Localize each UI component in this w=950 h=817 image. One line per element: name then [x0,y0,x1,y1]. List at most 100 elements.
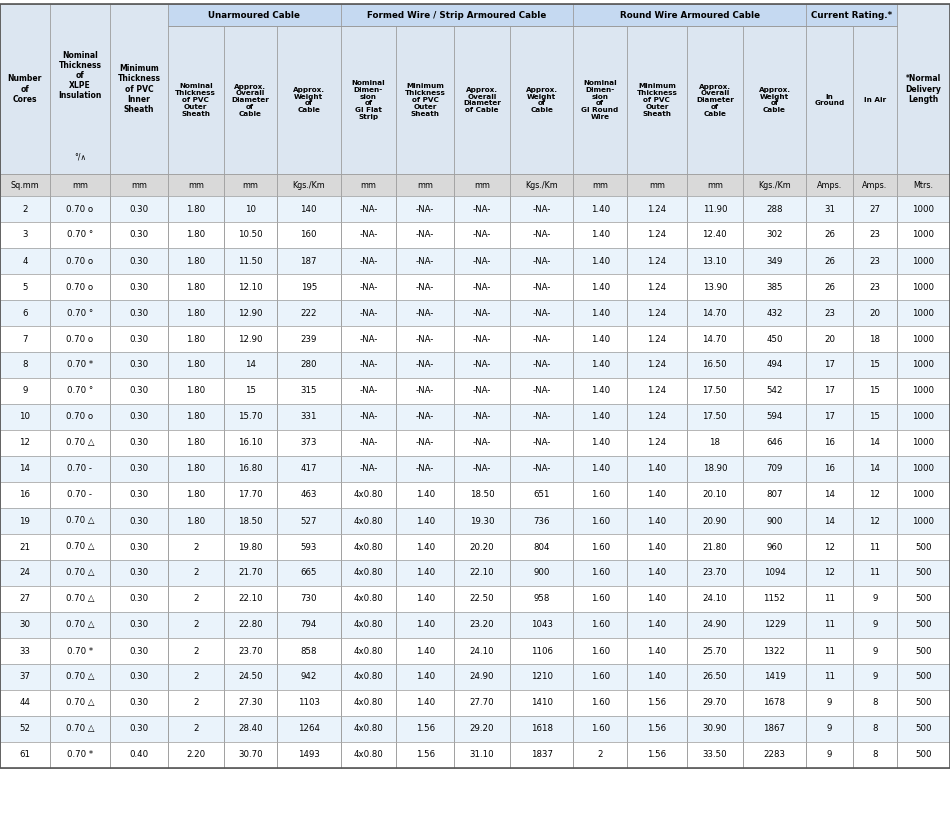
Bar [510,174,574,196]
Text: 1.80: 1.80 [186,360,205,369]
Text: 349: 349 [767,257,783,266]
Text: 1837: 1837 [531,751,553,760]
Bar [223,352,276,378]
Text: 0.30: 0.30 [129,360,148,369]
Bar [276,300,341,326]
Bar [49,690,110,716]
Text: 958: 958 [534,595,550,604]
Text: °/∧: °/∧ [74,153,86,162]
Bar [49,508,110,534]
Bar [168,378,223,404]
Bar [853,664,897,690]
Text: 500: 500 [915,569,932,578]
Bar [341,378,396,404]
Bar [574,274,627,300]
Bar [276,560,341,586]
Bar [853,326,897,352]
Text: 23.70: 23.70 [702,569,727,578]
Text: 14: 14 [824,490,835,499]
Bar [807,456,853,482]
Bar [110,430,168,456]
Bar [0,274,49,300]
Text: 0.70 △: 0.70 △ [66,516,94,525]
Text: 1.60: 1.60 [591,725,610,734]
Bar [110,508,168,534]
Text: 500: 500 [915,542,932,551]
Bar [168,612,223,638]
Bar [687,174,743,196]
Bar [510,586,574,612]
Text: 1.60: 1.60 [591,699,610,708]
Bar [49,300,110,326]
Text: 1.60: 1.60 [591,646,610,655]
Bar [276,378,341,404]
Bar [687,586,743,612]
Text: 0.40: 0.40 [129,751,148,760]
Bar [223,430,276,456]
Bar [897,352,950,378]
Bar [396,222,454,248]
Text: 1.24: 1.24 [647,204,667,213]
Bar [687,300,743,326]
Text: mm: mm [417,181,433,190]
Text: 17: 17 [824,360,835,369]
Text: 12: 12 [869,490,881,499]
Bar [0,612,950,638]
Bar [49,430,110,456]
Bar [897,326,950,352]
Text: 432: 432 [767,309,783,318]
Bar [807,638,853,664]
Bar [0,300,49,326]
Bar [627,690,687,716]
Text: 0.30: 0.30 [129,204,148,213]
Text: Current Rating.*: Current Rating.* [811,11,892,20]
Bar [897,274,950,300]
Bar [223,742,276,768]
Bar [853,174,897,196]
Text: 280: 280 [300,360,317,369]
Text: 8: 8 [22,360,28,369]
Text: Minimum
Thickness
of PVC
Outer
Sheath: Minimum Thickness of PVC Outer Sheath [405,83,446,117]
Text: 331: 331 [300,413,317,422]
Bar [743,222,807,248]
Bar [627,560,687,586]
Text: 500: 500 [915,595,932,604]
Text: 4x0.80: 4x0.80 [353,620,383,630]
Bar [510,716,574,742]
Text: 15: 15 [869,360,881,369]
Text: 500: 500 [915,646,932,655]
Text: Minimum
Thickness
of PVC
Inner
Sheath: Minimum Thickness of PVC Inner Sheath [118,65,161,114]
Text: mm: mm [474,181,490,190]
Bar [49,352,110,378]
Bar [743,612,807,638]
Text: 0.70 o: 0.70 o [66,283,93,292]
Bar [743,456,807,482]
Text: 0.70 o: 0.70 o [66,413,93,422]
Bar [454,612,510,638]
Text: 0.30: 0.30 [129,257,148,266]
Text: 2: 2 [22,204,28,213]
Text: mm: mm [188,181,204,190]
Text: 1.24: 1.24 [647,413,667,422]
Text: Approx.
Overall
Diameter
of
Cable: Approx. Overall Diameter of Cable [231,83,269,117]
Text: 1.24: 1.24 [647,386,667,395]
Text: 18: 18 [869,334,881,343]
Bar [687,352,743,378]
Bar [276,456,341,482]
Bar [341,404,396,430]
Text: 794: 794 [300,620,317,630]
Text: 1.56: 1.56 [415,725,435,734]
Text: -NA-: -NA- [416,413,434,422]
Text: -NA-: -NA- [473,439,491,448]
Bar [510,638,574,664]
Text: -NA-: -NA- [532,439,551,448]
Text: 4: 4 [22,257,28,266]
Bar [510,248,574,274]
Bar [0,222,950,248]
Text: 6: 6 [22,309,28,318]
Bar [0,326,950,352]
Bar [0,4,950,174]
Text: 17.70: 17.70 [238,490,262,499]
Text: 12: 12 [19,439,30,448]
Text: 187: 187 [300,257,317,266]
